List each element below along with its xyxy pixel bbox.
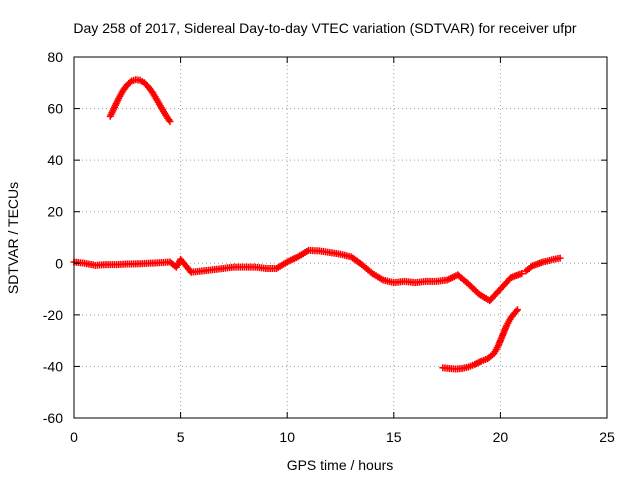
x-tick-label: 0 <box>70 429 78 445</box>
data-point-marker <box>513 306 521 314</box>
plot-frame <box>73 56 608 419</box>
series-early-arc <box>106 76 174 125</box>
y-tick-label: 60 <box>47 101 63 117</box>
y-tick-label: -60 <box>43 410 63 426</box>
y-tick-label: 80 <box>47 49 63 65</box>
series-descending-arc <box>439 306 521 373</box>
y-tick-label: -40 <box>43 358 63 374</box>
data-point-marker <box>126 78 134 86</box>
series-main-track <box>70 246 526 305</box>
axis-ticks: 0 5 10 15 20 25 -60 -40 -20 0 20 40 60 80 <box>43 49 615 445</box>
y-axis-label: SDTVAR / TECUs <box>5 182 21 294</box>
x-tick-label: 15 <box>386 429 402 445</box>
x-tick-label: 25 <box>599 429 615 445</box>
data-point-marker <box>556 254 564 262</box>
x-tick-label: 10 <box>279 429 295 445</box>
y-tick-label: 20 <box>47 204 63 220</box>
x-axis-label: GPS time / hours <box>287 457 394 473</box>
y-tick-label: 0 <box>55 255 63 271</box>
series-late-segment <box>522 254 564 275</box>
data-points <box>70 76 564 373</box>
x-tick-label: 5 <box>177 429 185 445</box>
y-tick-label: 40 <box>47 152 63 168</box>
x-tick-label: 20 <box>493 429 509 445</box>
chart-title: Day 258 of 2017, Sidereal Day-to-day VTE… <box>73 20 577 36</box>
data-point-marker <box>166 117 174 125</box>
data-point-marker <box>518 270 526 278</box>
y-tick-label: -20 <box>43 307 63 323</box>
